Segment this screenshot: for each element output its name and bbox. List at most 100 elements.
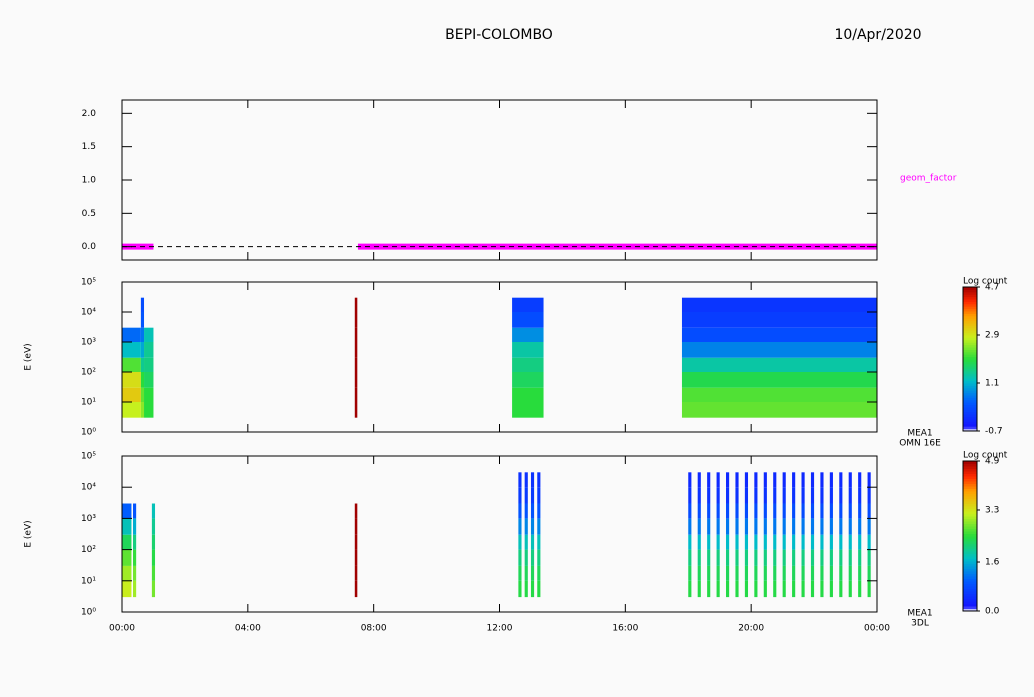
heat-cell [810,534,815,550]
heat-cell [122,549,132,566]
heat-cell [537,565,541,581]
colorbar-cell [963,461,977,464]
heat-cell [524,580,528,598]
colorbar-cell [963,598,977,602]
colorbar-tick-label: -0.7 [985,427,1003,437]
colorbar-cell [963,409,977,413]
colorbar-cell [963,368,977,372]
heat-cell [773,580,777,598]
heat-cell [810,518,815,535]
colorbar-cell [963,323,977,326]
colorbar-frame [962,286,978,432]
heat-cell [829,534,833,550]
heat-cell [801,534,805,550]
heat-cell [354,565,358,581]
x-tick-label: 16:00 [612,624,638,634]
colorbar-cell [963,483,977,487]
heat-cell [810,503,815,519]
heat-cell [858,518,862,535]
colorbar-cell [963,541,977,544]
colorbar-cell [963,603,977,607]
heat-cell [820,487,824,504]
heat-cell [681,312,877,328]
heat-cell [763,503,767,519]
heat-cell [151,518,156,535]
heat-cell [140,402,145,418]
colorbar-cell [963,416,977,420]
colorbar-cell [963,356,977,360]
colorbar-cell [963,473,977,477]
heat-cell [820,565,824,581]
colorbar-cell [963,303,977,307]
heat-cell [763,549,767,566]
colorbar-cell [963,471,977,474]
heat-cell [512,297,544,312]
colorbar-cell [963,421,977,425]
heat-cell [697,472,701,488]
heat-cell [744,565,749,581]
colorbar-cell [963,426,977,430]
heat-cell [801,472,805,488]
colorbar-cell [963,478,977,482]
colorbar-cell [963,404,977,408]
heat-cell [144,342,154,358]
heat-cell [518,549,522,566]
heat-cell [122,327,141,342]
heat-cell [354,297,358,312]
colorbar-cell [963,327,977,331]
colorbar-cell [963,561,977,564]
heat-cell [688,503,692,519]
colorbar-cell [963,533,977,537]
heat-cell [530,518,535,535]
chart-title: BEPI-COLOMBO [445,27,553,43]
heat-cell [782,518,786,535]
heat-cell [524,472,528,488]
colorbar-cell [963,289,977,293]
y-tick-label: 10¹ [81,576,96,586]
colorbar-cell [963,468,977,472]
heat-cell [354,357,358,372]
heat-cell [820,580,824,598]
colorbar-cell [963,601,977,604]
heat-cell [537,580,541,598]
heat-cell [716,503,720,519]
heat-cell [530,534,535,550]
heat-cell [151,549,156,566]
heat-cell [716,534,720,550]
colorbar-cell [963,414,977,418]
y-axis-label: E (eV) [24,520,34,547]
heat-cell [810,487,815,504]
heat-cell [810,580,815,598]
heat-cell [726,487,730,504]
colorbar-cell [963,387,977,391]
colorbar-cell [963,608,977,612]
heat-cell [697,565,701,581]
colorbar-label: Log count [963,277,1008,287]
colorbar-cell [963,315,977,319]
heat-cell [773,534,777,550]
heat-cell [726,580,730,598]
x-tick-label: 00:00 [864,624,890,634]
heat-cell [140,387,145,402]
colorbar-cell [963,521,977,524]
colorbar-cell [963,390,977,394]
heat-cell [839,503,843,519]
heat-cell [792,472,796,488]
colorbar-cell [963,511,977,514]
heat-cell [782,472,786,488]
colorbar-tick-label: 0.0 [985,607,1000,617]
colorbar-cell [963,588,977,592]
colorbar-cell [963,395,977,398]
heat-cell [829,487,833,504]
colorbar-cell [963,339,977,343]
heat-cell [773,503,777,519]
colorbar-cell [963,301,977,305]
heat-cell [354,402,358,418]
heat-cell [754,487,758,504]
colorbar-cell [963,411,977,415]
colorbar-cell [963,548,977,552]
heat-cell [140,342,145,358]
heat-cell [151,534,156,550]
colorbar-cell [963,318,977,322]
heat-cell [744,503,749,519]
